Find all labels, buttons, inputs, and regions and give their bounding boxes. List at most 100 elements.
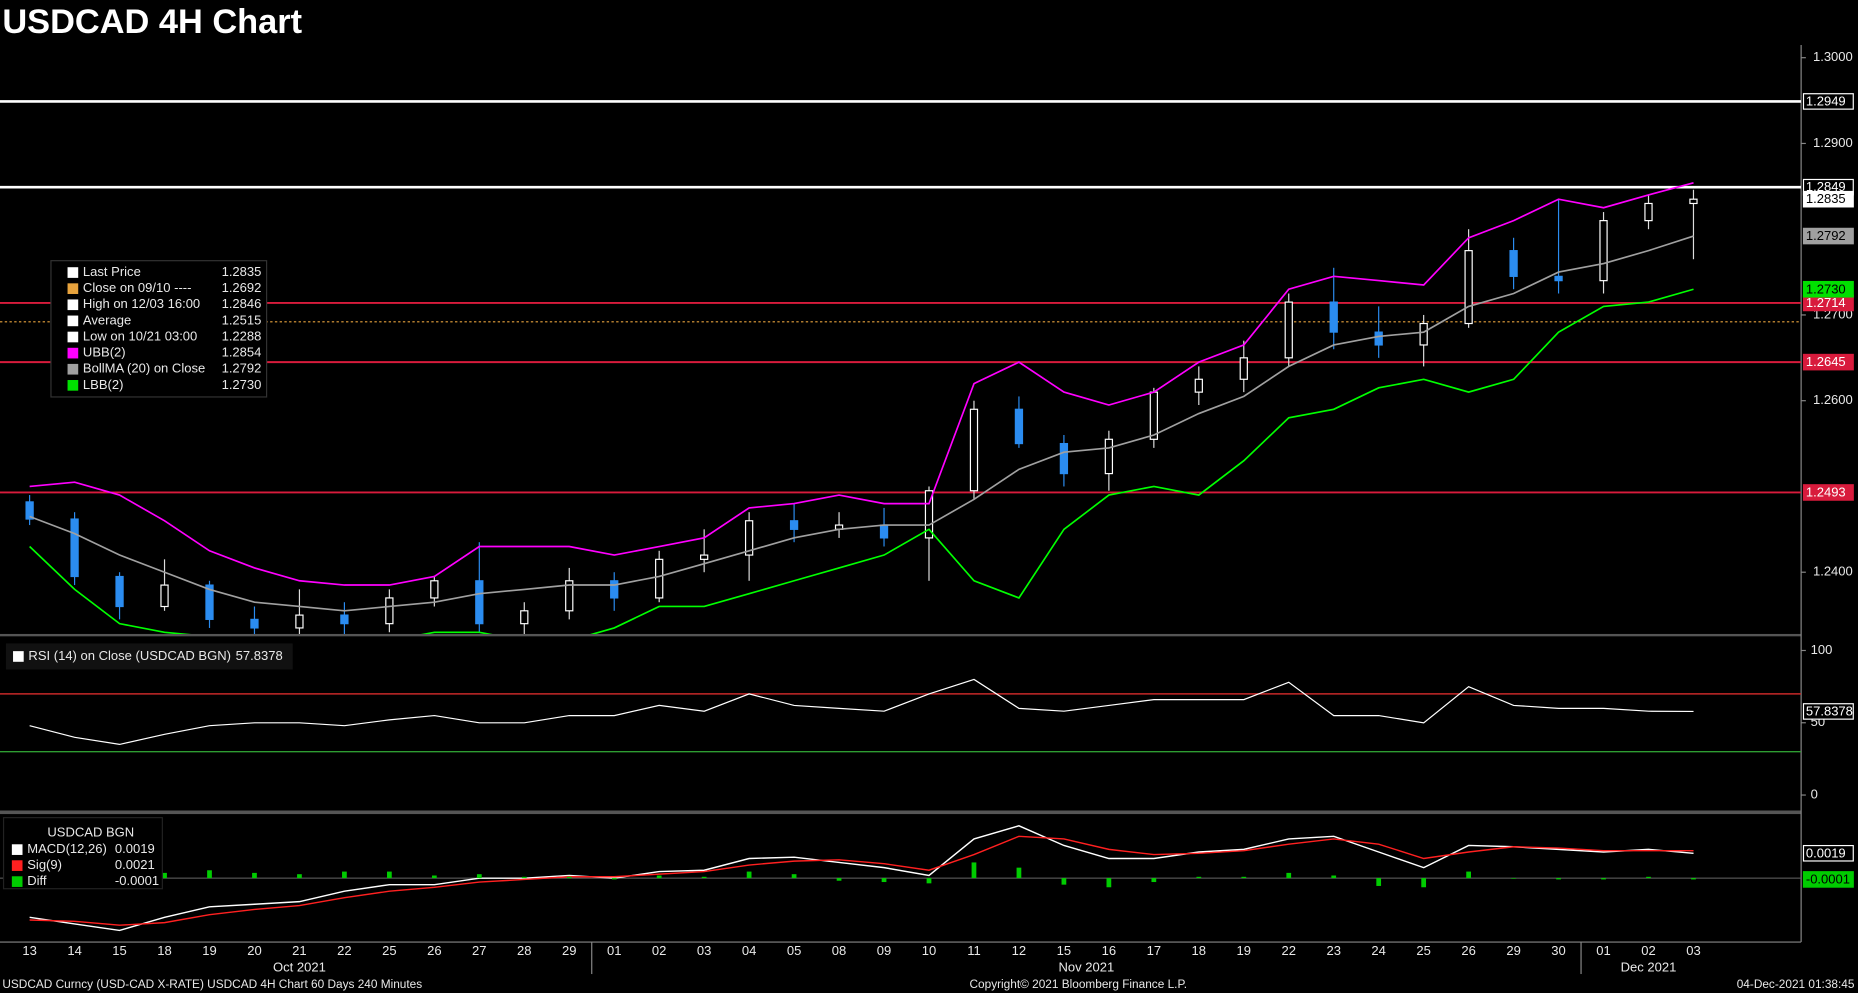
legend-label: Last Price: [83, 264, 141, 279]
legend-swatch: [67, 331, 79, 343]
candle-body: [1689, 198, 1698, 205]
x-tick-label: 13: [22, 943, 36, 958]
diff-bar: [207, 870, 212, 879]
legend-label: RSI (14) on Close (USDCAD BGN): [28, 648, 231, 663]
candle-body: [879, 524, 889, 539]
x-tick-label: 15: [112, 943, 126, 958]
diff-bar: [431, 875, 437, 879]
x-tick-label: 25: [382, 943, 396, 958]
candle-body: [1059, 442, 1069, 475]
legend-swatch: [67, 347, 79, 359]
macd-legend-box: [2, 817, 163, 890]
rsi-plot: [0, 678, 1802, 753]
legend-swatch: [11, 844, 23, 855]
candle-body: [340, 614, 349, 625]
diff-bar: [387, 871, 392, 879]
diff-bar: [1511, 878, 1516, 879]
diff-bar: [1466, 871, 1471, 879]
value-badge: [1802, 703, 1854, 720]
month-label: Dec 2021: [1621, 960, 1677, 975]
diff-bar: [971, 862, 977, 879]
value-badge-label: 1.2645: [1806, 354, 1846, 369]
band-line: [29, 182, 1694, 586]
diff-bar: [881, 878, 887, 883]
x-tick-label: 12: [1012, 943, 1026, 958]
candle-body: [115, 575, 124, 608]
x-tick-label: 01: [1596, 943, 1610, 958]
candle-body: [924, 490, 934, 539]
value-badge-label: 1.2714: [1806, 295, 1846, 310]
x-tick-label: 04: [742, 943, 756, 958]
diff-bar: [746, 871, 752, 879]
diff-bar: [1061, 878, 1067, 885]
legend-value: 1.2692: [222, 280, 262, 295]
candle-body: [1149, 391, 1158, 440]
legend-swatch: [67, 299, 79, 311]
x-tick-label: 23: [1326, 943, 1340, 958]
value-badge: [1802, 280, 1854, 298]
x-tick-label: 22: [1282, 943, 1296, 958]
x-tick-label: 03: [1686, 943, 1700, 958]
legend-label: High on 12/03 16:00: [83, 296, 200, 311]
x-tick-label: 22: [337, 943, 351, 958]
month-label: Oct 2021: [273, 960, 326, 975]
x-tick-label: 24: [1371, 943, 1385, 958]
candle-body: [1374, 331, 1383, 346]
diff-bar: [836, 878, 842, 881]
band-line: [29, 235, 1694, 612]
candle-body: [789, 520, 799, 530]
candle-body: [1464, 250, 1473, 325]
legend-value: 1.2835: [222, 264, 262, 279]
candle-body: [1194, 378, 1203, 393]
diff-bar: [476, 874, 482, 879]
x-tick-label: 05: [787, 943, 801, 958]
candle-body: [1104, 438, 1114, 475]
y-tick-label: 1.2600: [1813, 392, 1853, 407]
diff-bar: [1691, 878, 1696, 880]
x-tick-label: 26: [427, 943, 441, 958]
month-label: Nov 2021: [1059, 960, 1115, 975]
legend-value: 0.0021: [115, 857, 155, 872]
diff-bar: [162, 872, 167, 879]
price-plot: [0, 100, 1802, 634]
diff-bar: [1016, 867, 1022, 879]
legend-label: Average: [83, 312, 131, 327]
macd-line: [29, 825, 1694, 932]
diff-bar: [1646, 876, 1651, 879]
legend-label: Sig(9): [27, 857, 62, 872]
candle-body: [1419, 322, 1428, 346]
value-badge: [1802, 484, 1854, 501]
candle-body: [25, 501, 34, 520]
overlay: 1.30001.29001.27001.26001.24001.29491.28…: [2, 49, 1854, 975]
x-tick-label: 08: [832, 943, 846, 958]
diff-bar: [1106, 878, 1112, 888]
diff-bar: [1151, 878, 1157, 883]
candle-body: [969, 408, 979, 492]
y-tick-label: 0: [1811, 786, 1818, 801]
legend-value: 1.2515: [222, 312, 262, 327]
diff-bar: [926, 878, 932, 884]
candle-body: [1239, 357, 1248, 380]
footer-right: 04-Dec-2021 01:38:45: [1737, 977, 1855, 991]
macd-line: [29, 835, 1694, 926]
value-badge-label: 1.2730: [1806, 281, 1846, 296]
candle-body: [250, 618, 259, 629]
legend-value: 0.0019: [115, 841, 155, 856]
diff-bar: [1241, 876, 1247, 879]
y-tick-label: 1.2900: [1813, 135, 1853, 150]
candle-body: [655, 558, 664, 599]
macd-plot: [0, 825, 1802, 932]
value-badge: [1802, 190, 1854, 208]
candle-body: [565, 580, 574, 612]
x-tick-label: 15: [1057, 943, 1071, 958]
legend-swatch: [67, 283, 79, 294]
candle-body: [1644, 202, 1653, 222]
x-tick-label: 27: [472, 943, 486, 958]
candle-body: [160, 584, 169, 608]
legend-value: -0.0001: [115, 873, 159, 888]
footer-center: Copyright© 2021 Bloomberg Finance L.P.: [970, 977, 1188, 991]
diff-bar: [521, 876, 527, 879]
value-badge-label: 0.0019: [1806, 845, 1846, 860]
footer-left: USDCAD Curncy (USD-CAD X-RATE) USDCAD 4H…: [2, 977, 422, 991]
